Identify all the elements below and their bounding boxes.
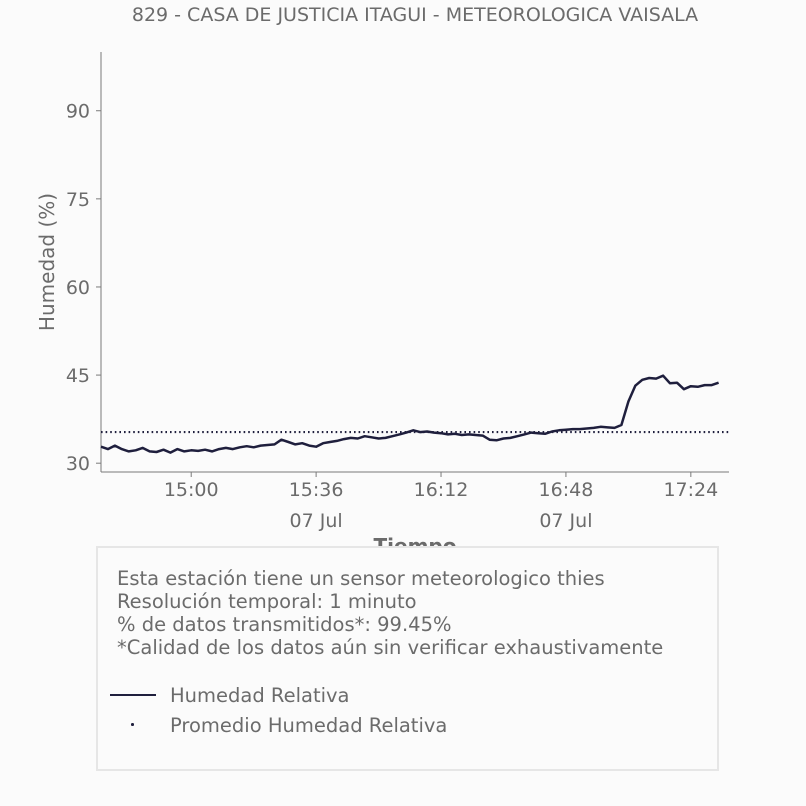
- x-tick-label: 17:24: [663, 479, 718, 501]
- y-tick-label: 75: [66, 189, 90, 211]
- x-tick-date-label: 07 Jul: [290, 510, 343, 532]
- y-tick-label: 30: [66, 453, 90, 475]
- y-tick-label: 45: [66, 365, 90, 387]
- y-tick-label: 60: [66, 277, 90, 299]
- legend: Humedad Relativa Promedio Humedad Relati…: [110, 680, 447, 740]
- y-axis-label: Humedad (%): [35, 193, 59, 331]
- info-line-sensor: Esta estación tiene un sensor meteorolog…: [117, 567, 605, 590]
- x-tick-label: 16:12: [414, 479, 469, 501]
- legend-line-swatch: [110, 693, 156, 697]
- legend-item-promedio: Promedio Humedad Relativa: [110, 710, 447, 740]
- info-box: Esta estación tiene un sensor meteorolog…: [96, 546, 719, 771]
- info-line-resolution: Resolución temporal: 1 minuto: [117, 590, 417, 613]
- chart: 829 - CASA DE JUSTICIA ITAGUI - METEOROL…: [35, 4, 729, 558]
- x-tick-label: 15:00: [164, 479, 219, 501]
- x-tick-date-label: 07 Jul: [539, 510, 592, 532]
- x-tick-label: 15:36: [289, 479, 344, 501]
- info-line-transmitted: % de datos transmitidos*: 99.45%: [117, 613, 452, 636]
- axes: 30 45 60 75 90 15:00 15:36 07 Jul 16:12 16:48 07 J…: [66, 52, 729, 532]
- humidity-line: [100, 374, 720, 454]
- info-lines: Esta estación tiene un sensor meteorolog…: [117, 567, 663, 659]
- legend-dot-swatch: [110, 723, 156, 726]
- legend-label: Promedio Humedad Relativa: [170, 713, 448, 737]
- legend-label: Humedad Relativa: [170, 683, 350, 707]
- series-layer: [100, 374, 729, 454]
- legend-item-humedad: Humedad Relativa: [110, 680, 447, 710]
- x-tick-label: 16:48: [539, 479, 594, 501]
- info-line-quality-note: *Calidad de los datos aún sin verificar …: [117, 636, 664, 659]
- y-tick-label: 90: [66, 101, 90, 123]
- chart-title: 829 - CASA DE JUSTICIA ITAGUI - METEOROL…: [132, 4, 698, 26]
